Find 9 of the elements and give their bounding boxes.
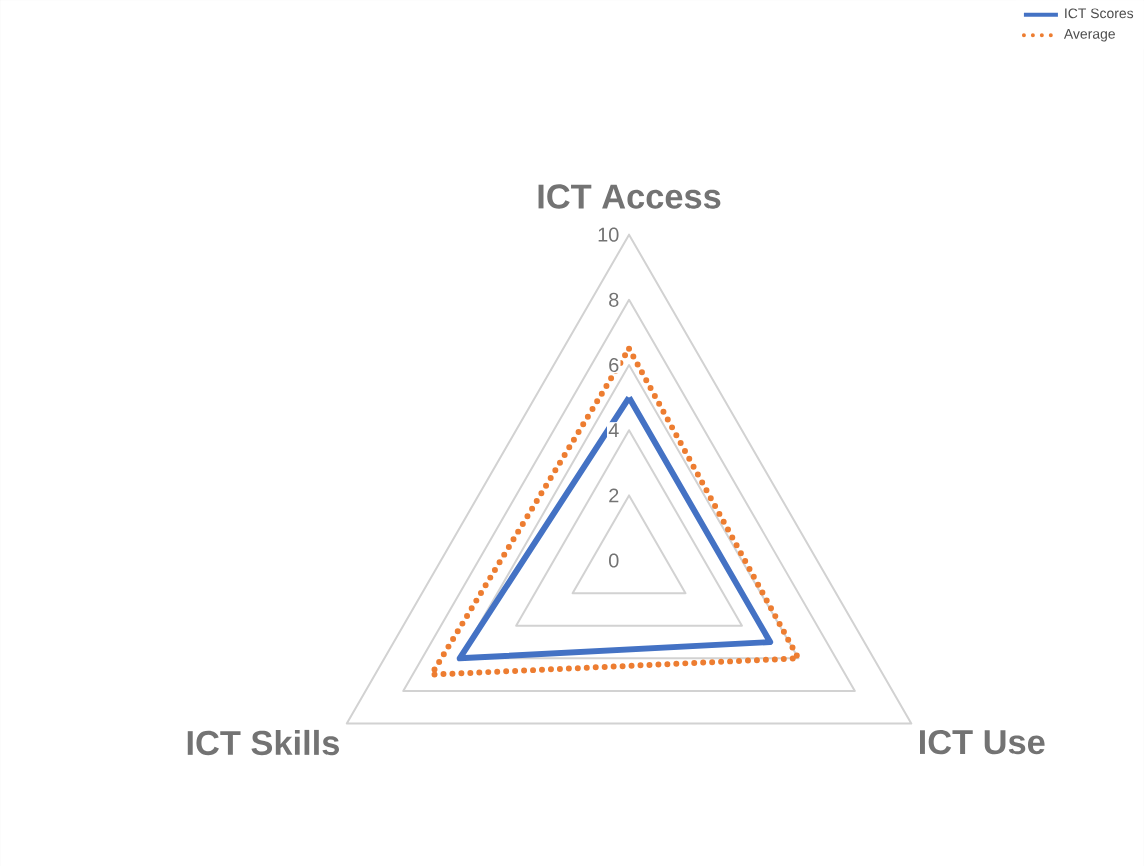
y-tick-label: 4 bbox=[608, 422, 619, 437]
y-tick-label: 2 bbox=[609, 487, 619, 502]
spoke-label: ICT Skills bbox=[187, 729, 339, 755]
y-tick-label: 10 bbox=[598, 227, 619, 242]
y-tick-label: 0 bbox=[609, 553, 619, 568]
y-tick-label: 6 bbox=[609, 357, 619, 372]
y-tick-label: 8 bbox=[609, 292, 619, 307]
spoke-label: ICT Access bbox=[538, 183, 721, 209]
spoke-label: ICT Use bbox=[919, 729, 1045, 754]
